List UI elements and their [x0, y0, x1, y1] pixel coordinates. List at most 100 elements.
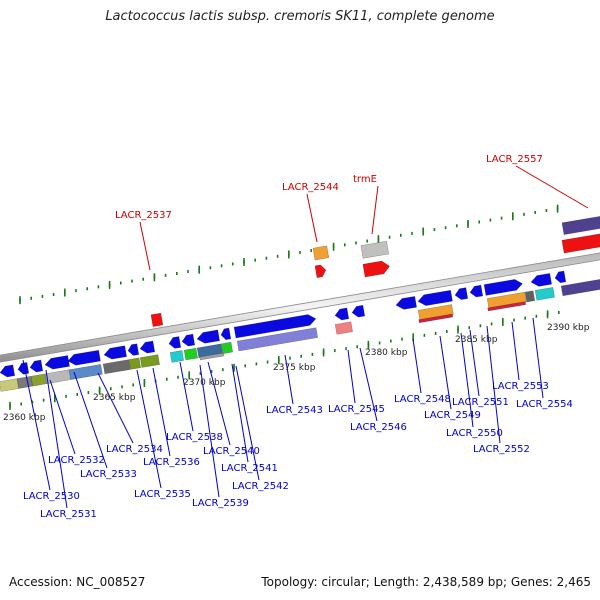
feature-box	[68, 364, 103, 380]
leader-line	[306, 193, 318, 243]
leader-line	[439, 335, 452, 410]
gene-arrow	[417, 289, 453, 306]
tick-marks	[9, 204, 560, 410]
leader-line	[136, 369, 162, 489]
feature-label: LACR_2557	[486, 154, 543, 165]
gene-arrow	[181, 333, 196, 347]
gene-arrow	[454, 287, 469, 300]
feature-box	[220, 341, 233, 355]
gene-arrow	[530, 273, 552, 287]
feature-label: LACR_2549	[424, 410, 481, 421]
leader-line	[469, 329, 480, 397]
leader-line	[235, 365, 260, 481]
feature-label: LACR_2542	[232, 481, 289, 492]
feature-label: LACR_2541	[221, 463, 278, 474]
leader-line	[371, 185, 379, 235]
feature-label: LACR_2553	[492, 381, 549, 392]
label-text: 2360 kbp 2365 kbp 2370 kbp 2375 kbp 2380 kbp…	[3, 154, 590, 520]
leader-line	[179, 361, 194, 432]
feature-box	[102, 359, 131, 375]
gene-arrow	[351, 304, 366, 318]
feature-label: trmE	[353, 174, 377, 185]
feature-box	[30, 373, 47, 387]
leader-line	[97, 372, 134, 444]
leader-line	[515, 165, 589, 209]
tick-label: 2370 kbp	[183, 378, 226, 388]
gene-arrow	[395, 296, 417, 310]
leader-line	[22, 359, 51, 491]
leader-line	[207, 361, 231, 446]
leader-line	[49, 379, 76, 455]
leader-line	[139, 221, 151, 271]
feature-box	[417, 304, 454, 321]
gene-arrow	[67, 349, 101, 366]
feature-box	[16, 375, 33, 389]
feature-box	[486, 291, 527, 309]
leader-line	[73, 371, 108, 469]
gene-arrow	[168, 336, 182, 349]
feature-stripe	[199, 352, 225, 361]
gene-arrow	[29, 359, 44, 373]
feature-label: LACR_2531	[40, 509, 97, 520]
feature-label: LACR_2540	[203, 446, 260, 457]
feature-label: LACR_2536	[143, 457, 200, 468]
gene-arrow	[17, 362, 30, 375]
gene-arrow-red	[150, 312, 164, 327]
leader-line	[152, 367, 171, 457]
gene-arrow	[220, 327, 232, 340]
gene-arrow	[233, 314, 317, 339]
feature-stripe	[487, 301, 527, 312]
accession: Accession: NC_008527	[9, 575, 146, 589]
gene-arrow	[44, 355, 70, 370]
feature-label: LACR_2554	[516, 399, 573, 410]
leader-line	[45, 369, 68, 509]
leader-line	[284, 354, 294, 405]
feature-box	[236, 327, 318, 352]
leader-line	[359, 347, 378, 422]
feature-box	[334, 321, 353, 335]
leader-line	[412, 338, 422, 394]
gene-arrow	[334, 307, 350, 321]
feature-label: LACR_2537	[115, 210, 172, 221]
tick-label: 2380 kbp	[365, 348, 408, 358]
feature-label: LACR_2548	[394, 394, 451, 405]
feature-stripe	[418, 313, 454, 323]
tick-label: 2360 kbp	[3, 413, 46, 423]
genome-backbone	[0, 252, 600, 363]
feature-box	[139, 354, 160, 368]
gene-arrow	[469, 284, 484, 298]
gene-arrow-red	[362, 260, 390, 278]
feature-box	[0, 378, 19, 392]
leader-line	[231, 363, 249, 463]
gene-arrow-red	[314, 264, 327, 278]
feature-label: LACR_2550	[446, 428, 503, 439]
feature-box	[561, 215, 600, 235]
feature-label: LACR_2533	[80, 469, 137, 480]
feature-label: LACR_2532	[48, 455, 105, 466]
feature-box	[169, 350, 184, 363]
feature-label: LACR_2535	[134, 489, 191, 500]
feature-box	[183, 347, 198, 361]
tick-label: 2390 kbp	[547, 323, 590, 333]
backbone-edge	[0, 252, 600, 356]
backbone-band	[0, 252, 600, 363]
feature-box	[534, 287, 555, 301]
leader-line	[511, 321, 520, 381]
feature-box	[360, 240, 390, 259]
gene-arrow	[127, 343, 140, 356]
feature-label: LACR_2543	[266, 405, 323, 416]
tick-label: 2385 kbp	[455, 335, 498, 345]
gene-arrow	[483, 279, 523, 296]
feature-label: LACR_2551	[452, 397, 509, 408]
map-title: Lactococcus lactis subsp. cremoris SK11,…	[105, 9, 495, 24]
feature-box	[44, 369, 71, 384]
label-leaders	[22, 165, 589, 509]
feature-label: LACR_2539	[192, 498, 249, 509]
backbone-edge	[0, 259, 600, 363]
feature-label: LACR_2544	[282, 182, 339, 193]
leader-line	[532, 317, 544, 399]
feature-box	[128, 357, 141, 370]
gene-arrow	[554, 270, 567, 284]
leader-line	[347, 349, 356, 404]
